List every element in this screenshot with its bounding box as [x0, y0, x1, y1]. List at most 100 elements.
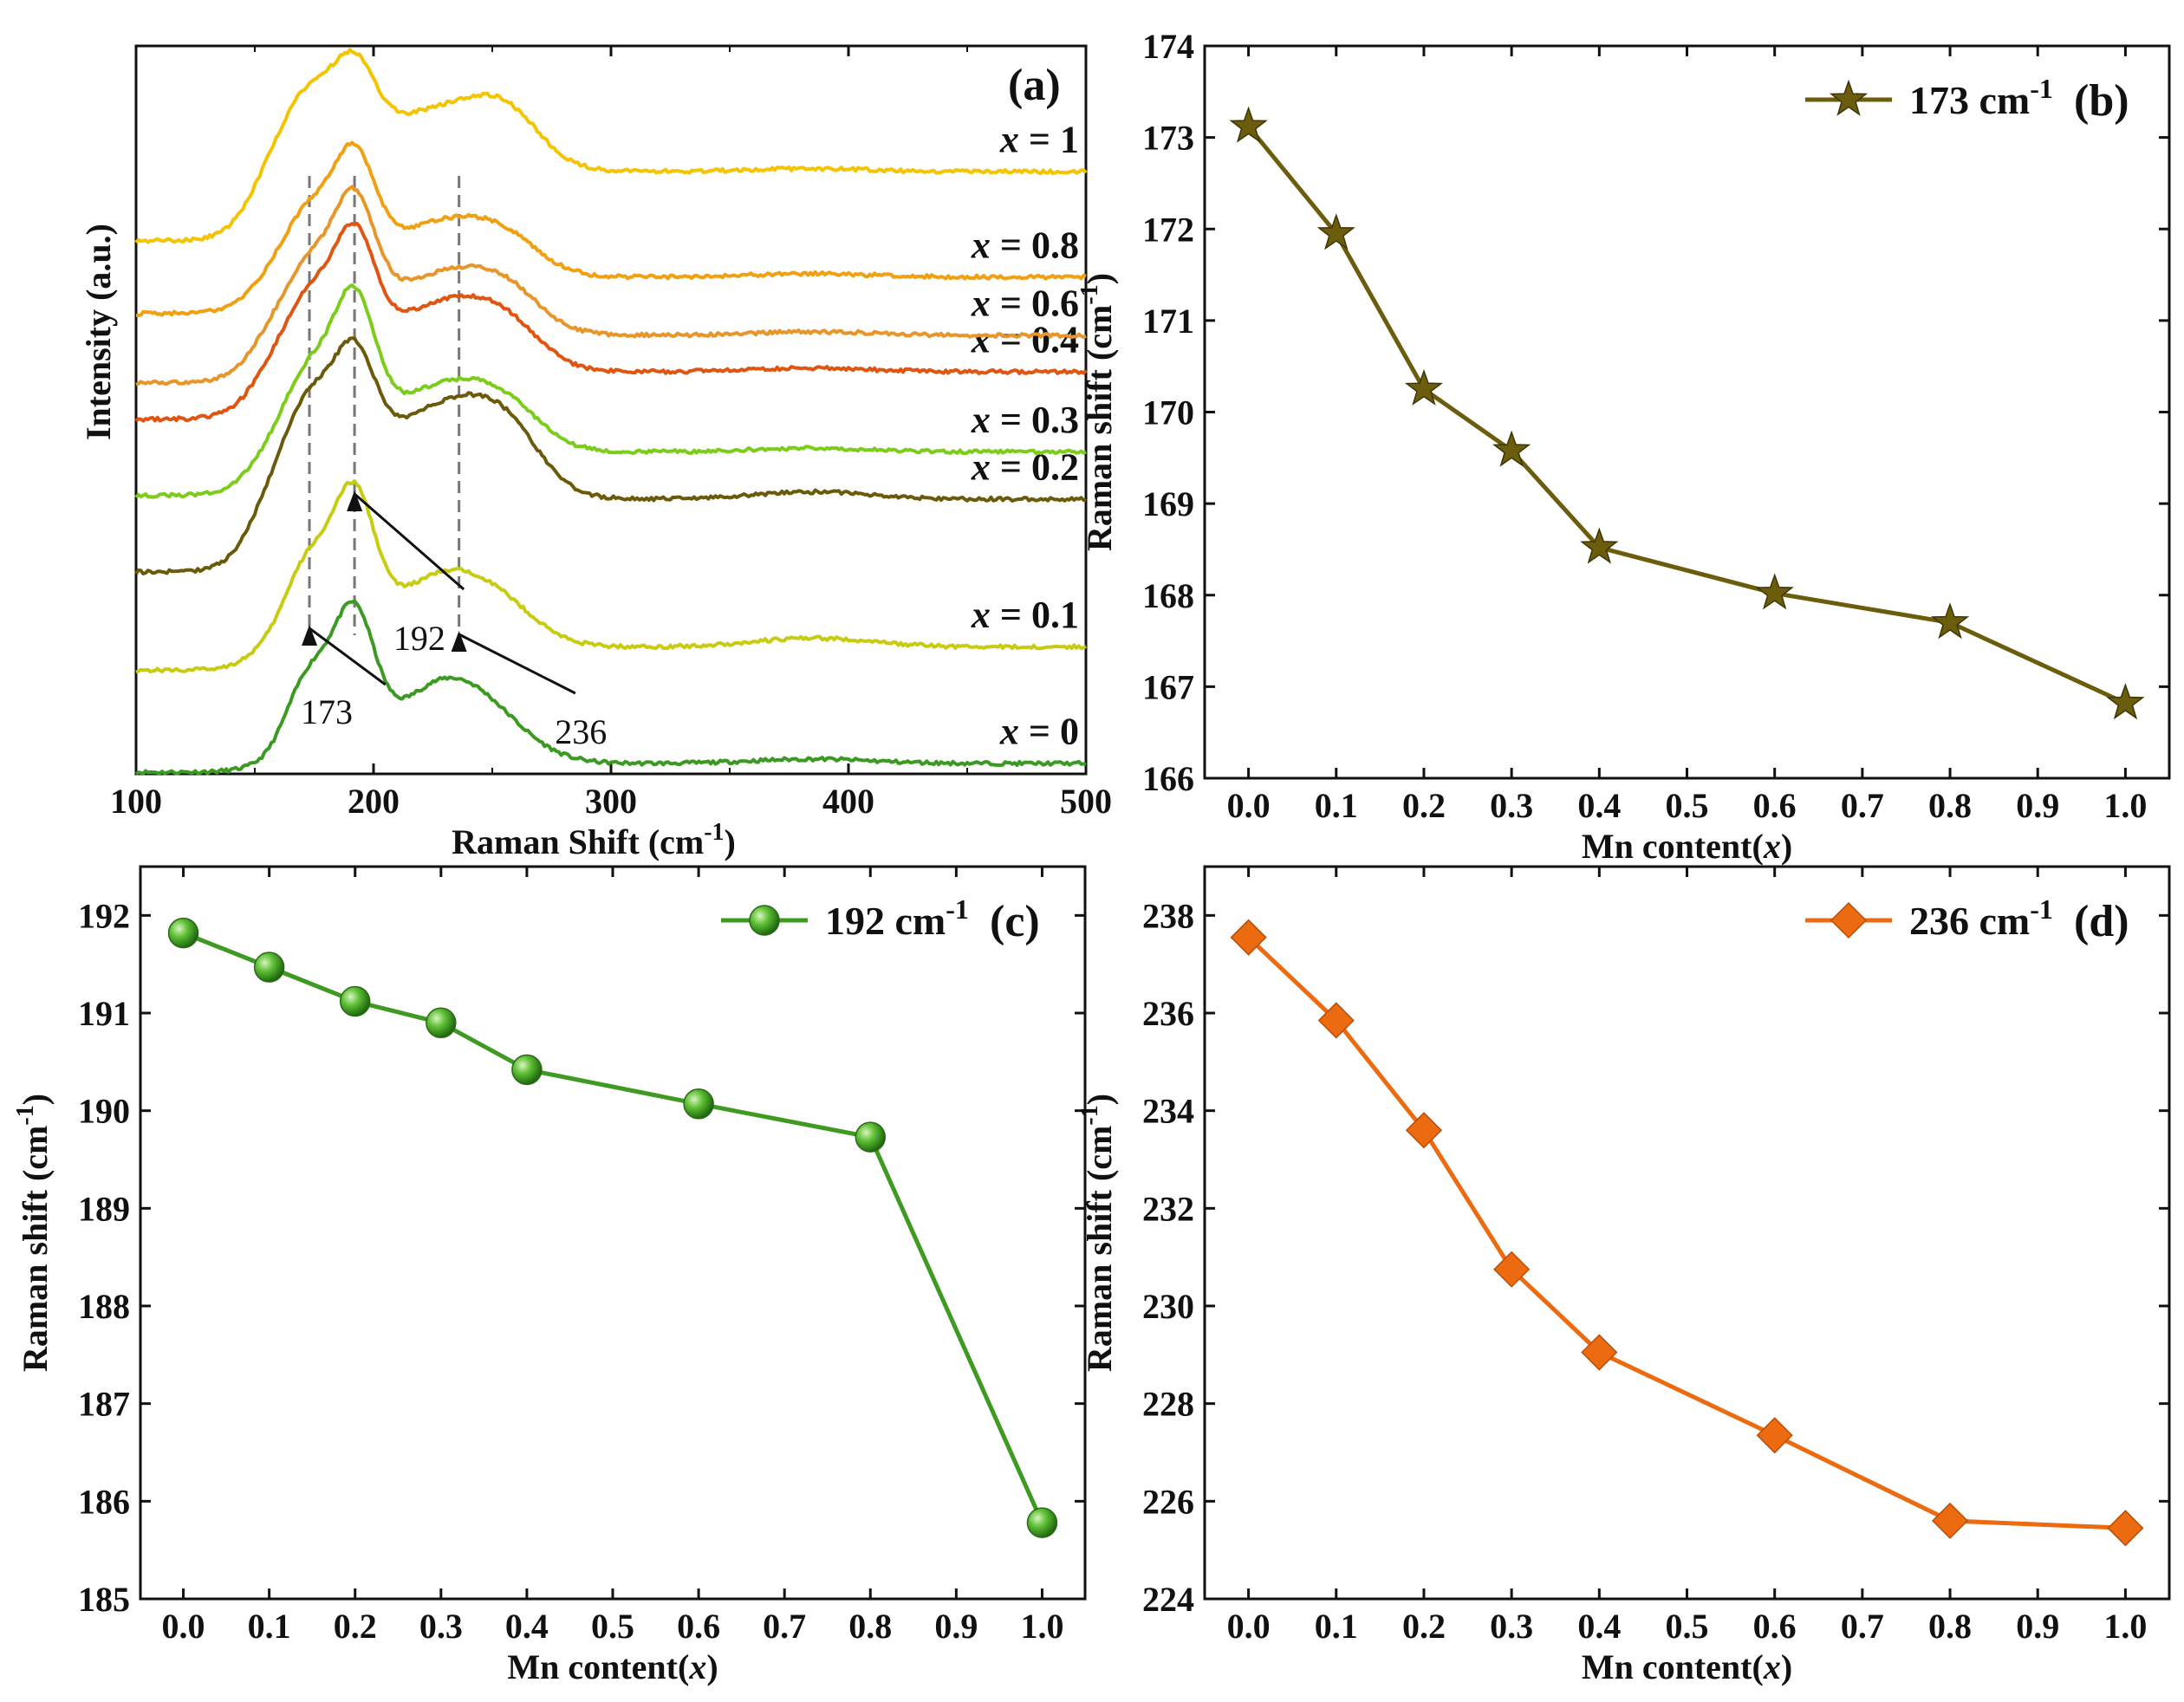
peak-arrow-line	[354, 492, 465, 591]
x-tick-label: 0.8	[1928, 1607, 1972, 1646]
series-label: x = 0	[999, 711, 1079, 753]
data-point	[1580, 527, 1619, 564]
series-label-var: x	[971, 224, 991, 266]
x-tick-label: 100	[110, 782, 162, 821]
y-tick-label: 192	[78, 896, 130, 935]
x-axis-title-var: x	[1763, 1647, 1781, 1686]
data-point	[1229, 106, 1268, 143]
y-axis-title-sup: -1	[12, 1105, 39, 1125]
peak-arrow-line	[309, 627, 387, 686]
x-tick-label: 0.4	[1577, 1607, 1621, 1646]
series-label-var: x	[999, 119, 1019, 161]
series-label-var: x	[971, 283, 991, 325]
y-axis-title: Raman shift (cm-1)	[1076, 1094, 1119, 1372]
x-tick-label: 0.6	[1753, 1607, 1797, 1646]
peak-arrow-head	[451, 631, 467, 652]
x-axis-title-tail: )	[725, 822, 736, 861]
x-axis-title-tail: )	[1781, 1647, 1792, 1686]
x-tick-label: 400	[822, 782, 874, 821]
y-tick-label: 232	[1142, 1189, 1194, 1228]
plot-frame	[139, 865, 1087, 1601]
x-tick-label: 0.8	[1928, 786, 1972, 825]
data-point	[1493, 1251, 1531, 1288]
data-point	[1230, 919, 1267, 956]
x-tick-label: 1.0	[2103, 786, 2147, 825]
plot-frame	[134, 44, 1088, 776]
x-tick-label: 0.7	[1841, 786, 1884, 825]
series-label: x = 0.4	[971, 319, 1079, 361]
legend-label-sup: -1	[2030, 73, 2053, 104]
data-point	[1404, 368, 1444, 406]
x-tick-label: 0.8	[848, 1607, 892, 1646]
spectrum-line	[134, 599, 1087, 776]
legend-label: 192 cm-1	[825, 893, 969, 943]
data-point	[511, 1054, 543, 1086]
legend-label-sup: -1	[946, 893, 969, 925]
x-tick-label: 0.5	[1666, 786, 1709, 825]
series-label-var: x	[971, 399, 991, 441]
y-tick-label: 228	[1142, 1385, 1194, 1424]
peak-arrow-head	[302, 625, 318, 646]
series-label: x = 1	[999, 119, 1079, 161]
series-label: x = 0.1	[971, 594, 1079, 636]
peak-label: 173	[301, 692, 353, 731]
y-tick-label: 191	[78, 994, 130, 1033]
x-tick-label: 0.1	[1315, 786, 1358, 825]
legend-label-main: 173 cm	[1909, 78, 2030, 122]
x-tick-label: 0.1	[1315, 1607, 1358, 1646]
data-point	[1492, 430, 1531, 467]
series-line	[182, 931, 1044, 1524]
x-tick-label: 0.3	[1490, 786, 1533, 825]
panel-c-192-shift: 0.0 0.1 0.2 0.3 0.4 0.5 0.6 0.7 0.8 0.9 1.0 185 186 1…	[12, 865, 1087, 1686]
data-point	[1931, 1502, 1969, 1539]
data-point	[1026, 1507, 1058, 1538]
data-point	[1756, 1417, 1793, 1454]
y-tick-label: 189	[78, 1189, 130, 1228]
x-tick-label: 0.3	[419, 1607, 463, 1646]
data-point	[167, 917, 199, 949]
panel-d-236-shift: 0.0 0.1 0.2 0.3 0.4 0.5 0.6 0.7 0.8 0.9 1.0 224 226 2…	[1076, 865, 2171, 1686]
y-axis-title-main: Raman shift (cm	[1080, 305, 1119, 551]
series-label: x = 0.8	[971, 224, 1079, 266]
series-label-var: x	[999, 711, 1019, 753]
x-tick-label: 200	[348, 782, 400, 821]
x-tick-label: 0.9	[2016, 786, 2059, 825]
spectrum-line	[136, 140, 1087, 317]
y-tick-label: 168	[1142, 576, 1194, 615]
legend-marker	[1830, 901, 1868, 939]
legend-marker	[1829, 79, 1869, 116]
data-point	[855, 1121, 887, 1153]
y-axis-title-tail: )	[1080, 1094, 1119, 1105]
x-tick-label: 0.3	[1490, 1607, 1533, 1646]
y-tick-label: 238	[1142, 896, 1194, 935]
y-axis-title-sup: -1	[1076, 1105, 1103, 1125]
y-tick-label: 234	[1142, 1092, 1194, 1131]
x-axis-title-var: x	[1763, 827, 1781, 866]
spectrum-line	[134, 336, 1087, 575]
panel-b-173-shift: 0.0 0.1 0.2 0.3 0.4 0.5 0.6 0.7 0.8 0.9 1.0 166 167 1…	[1076, 27, 2171, 866]
y-tick-label: 187	[78, 1385, 130, 1424]
series-label-value: = 0	[1019, 711, 1079, 753]
legend-marker	[749, 905, 780, 936]
y-tick-label: 236	[1142, 994, 1194, 1033]
x-tick-label: 0.4	[1577, 786, 1621, 825]
data-point	[2106, 683, 2145, 720]
x-axis-title: Mn content(x)	[1582, 827, 1792, 866]
x-axis-title-main: Raman Shift (cm	[452, 822, 704, 861]
plot-frame	[1203, 865, 2171, 1601]
x-axis-title-var: x	[688, 1647, 706, 1686]
series-label-value: = 0.1	[991, 594, 1079, 636]
legend-label: 236 cm-1	[1909, 893, 2053, 943]
data-point	[1755, 573, 1794, 610]
x-tick-label: 0.4	[505, 1607, 549, 1646]
x-tick-label: 0.9	[2016, 1607, 2059, 1646]
series-label-var: x	[971, 594, 991, 636]
x-tick-label: 0.5	[591, 1607, 634, 1646]
y-tick-label: 169	[1142, 484, 1194, 523]
x-tick-label: 0.0	[1227, 786, 1271, 825]
x-axis-title-sup: -1	[704, 819, 724, 846]
y-tick-label: 170	[1142, 393, 1194, 432]
x-tick-label: 1.0	[2103, 1607, 2147, 1646]
data-point	[1930, 602, 1970, 640]
series-label: x = 0.6	[971, 283, 1079, 325]
